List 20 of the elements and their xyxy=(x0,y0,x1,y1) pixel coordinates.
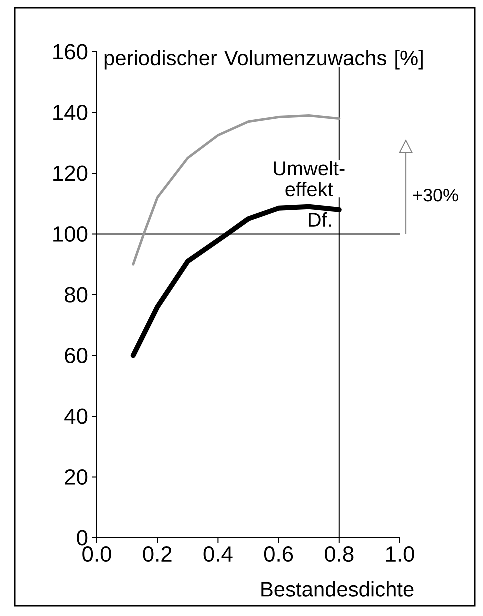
x-tick-label: 0.2 xyxy=(143,546,172,562)
x-tick-label: 0.4 xyxy=(204,546,233,562)
x-axis-title: Bestandesdichte xyxy=(262,582,414,597)
y-tick-label: 140 xyxy=(54,104,88,121)
y-tick-label: 60 xyxy=(65,348,88,364)
y-tick-label: 40 xyxy=(64,408,88,424)
y-tick-label: 20 xyxy=(65,469,88,486)
x-tick-label: 1.0 xyxy=(386,546,414,562)
y-tick-label: 120 xyxy=(54,166,88,182)
annotation: Umwelt-effekt xyxy=(274,161,345,197)
y-tick-label: 0 xyxy=(77,530,88,546)
x-tick-label: 0.0 xyxy=(82,546,112,562)
y-tick-label: 100 xyxy=(54,226,88,242)
y-tick-label: 160 xyxy=(54,44,88,60)
y-tick-label: 80 xyxy=(65,287,88,303)
x-tick-label: 0.6 xyxy=(264,546,294,562)
annotation: Df. xyxy=(309,212,332,227)
y-axis-title: periodischer Volumenzuwachs [%] xyxy=(104,50,423,70)
text: +30% xyxy=(413,189,458,202)
x-tick-label: 0.8 xyxy=(325,546,354,562)
